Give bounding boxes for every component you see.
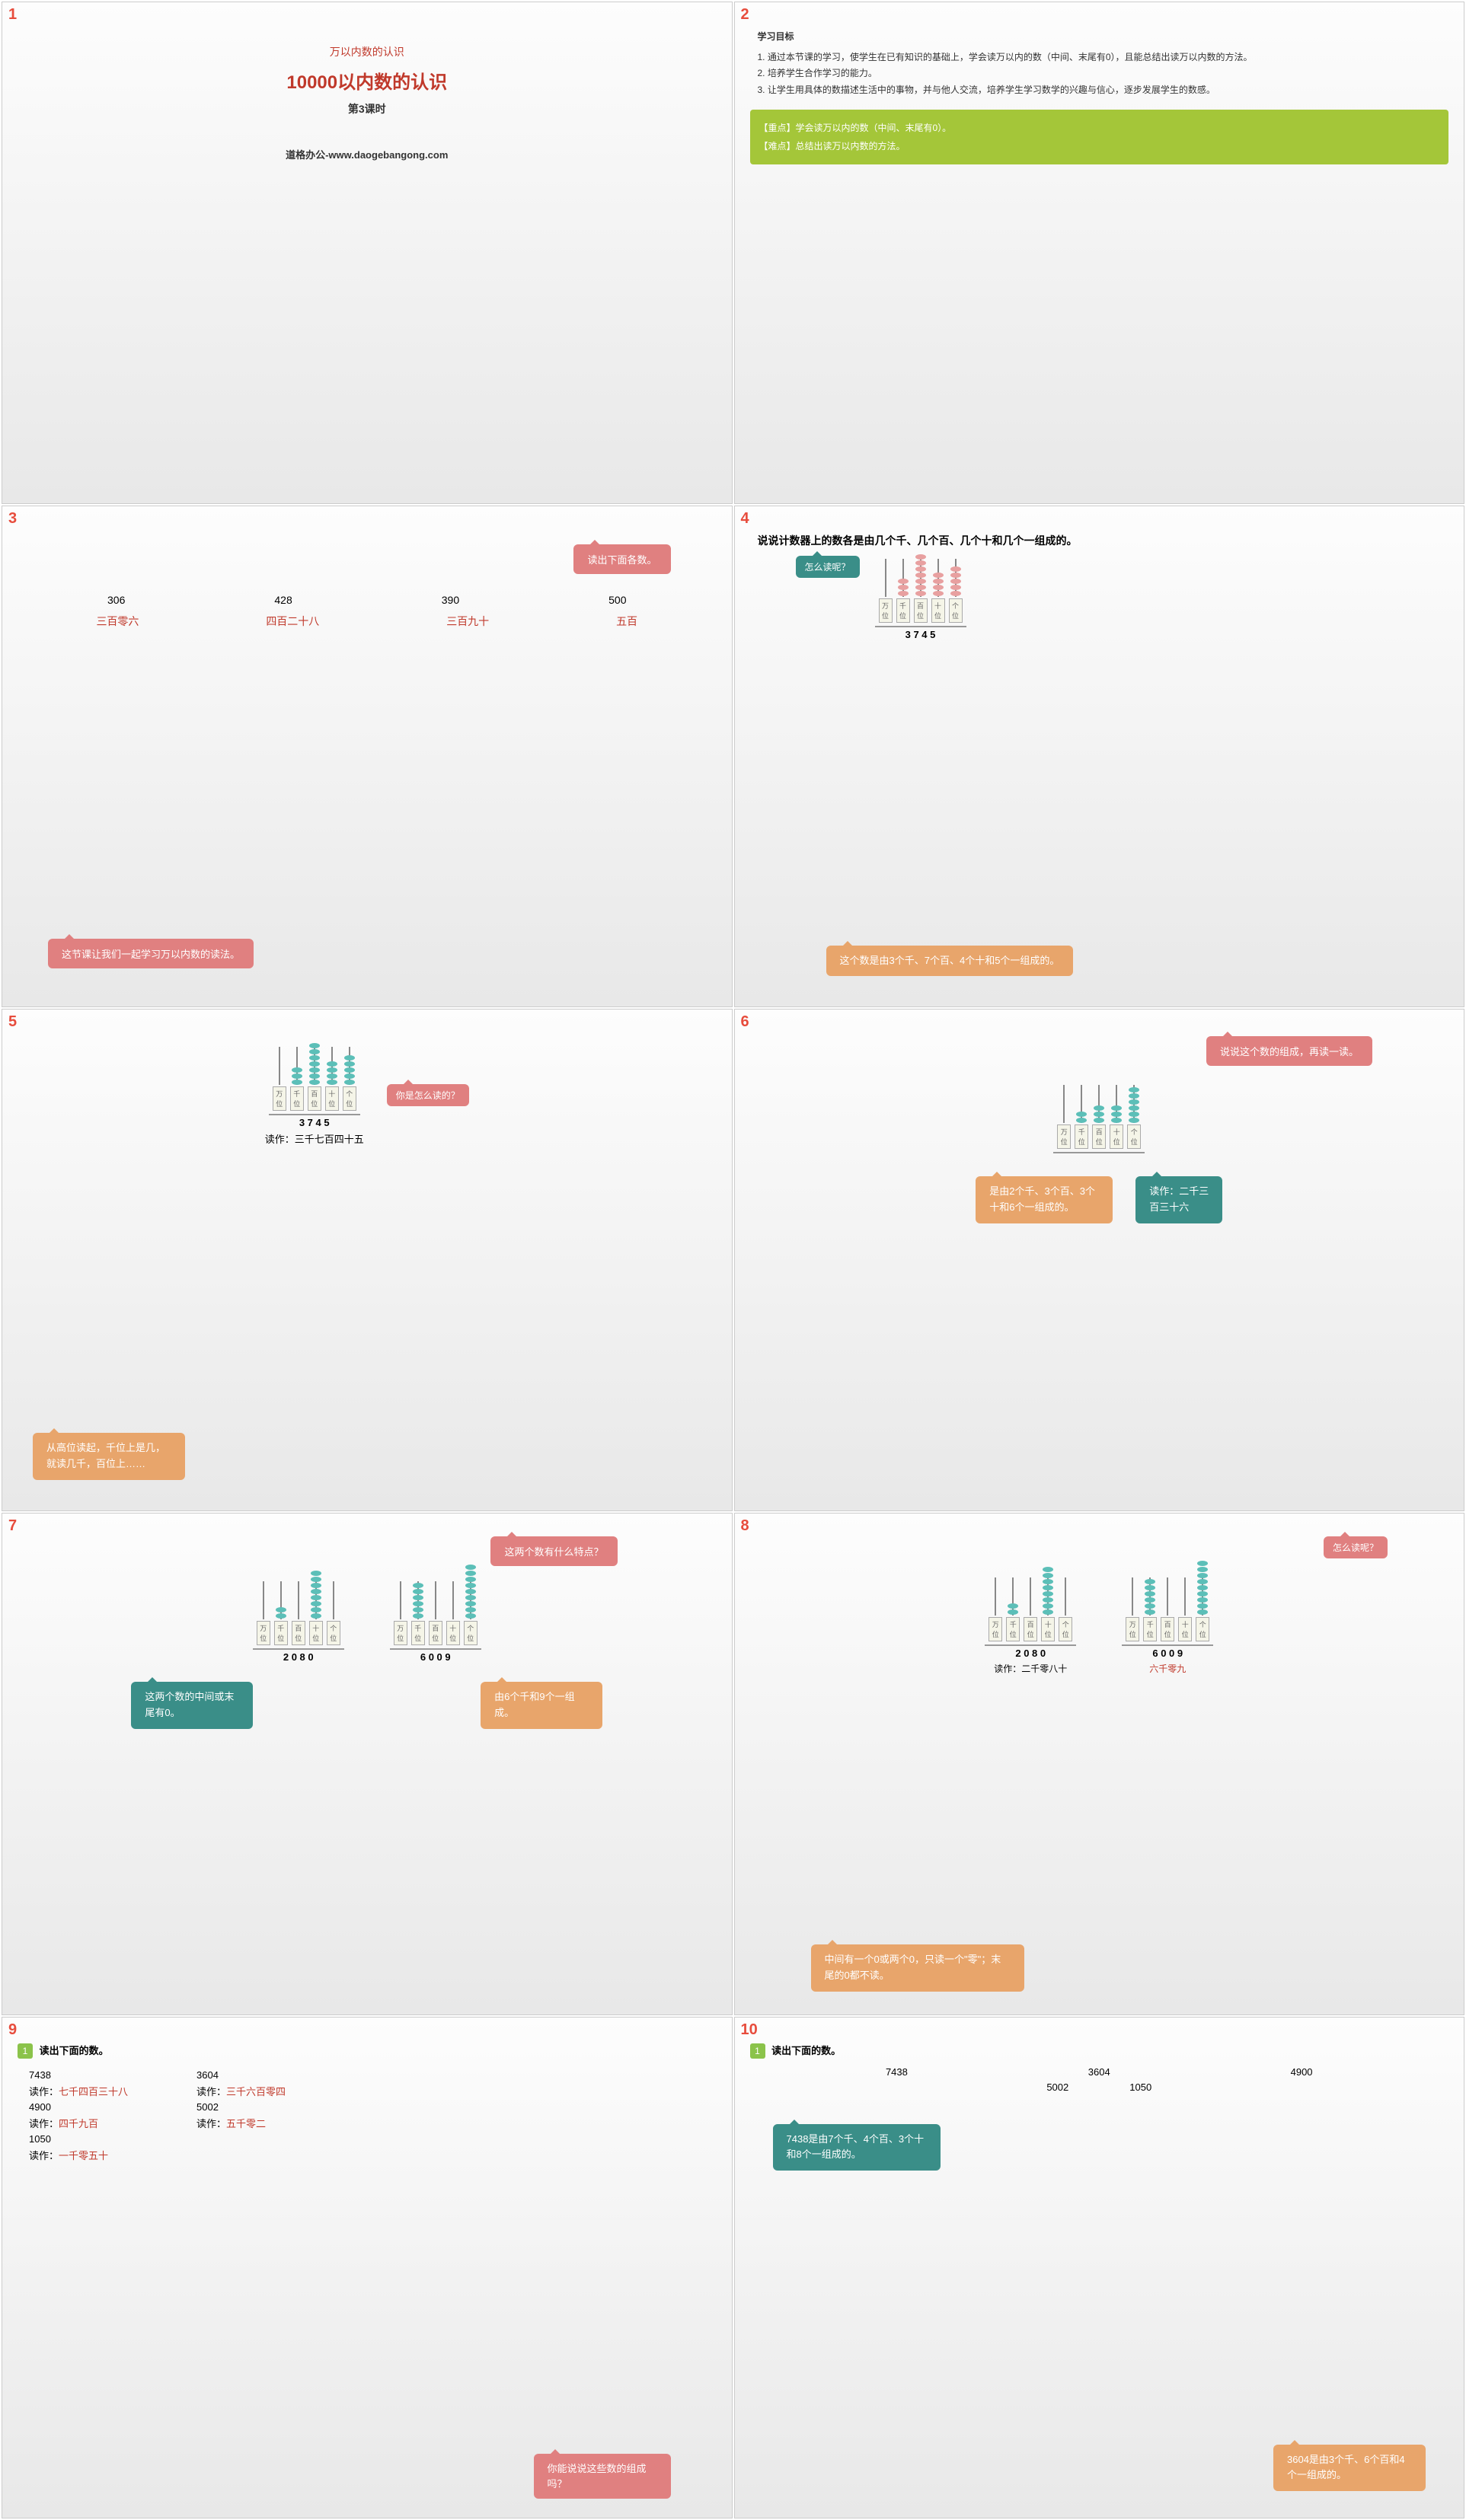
reading-3: 三百九十	[446, 614, 489, 629]
abacus-1-digits: 2 0 8 0	[985, 1648, 1076, 1659]
num-1: 7438	[886, 2066, 908, 2078]
read-4900: 四千九百	[59, 2118, 98, 2129]
composition-bubble: 由6个千和9个一组成。	[481, 1682, 602, 1729]
feature-bubble: 这两个数的中间或末尾有0。	[131, 1682, 253, 1729]
slide-number: 1	[8, 6, 17, 24]
slide-number: 4	[741, 510, 749, 528]
reading-1-text: 二千零八十	[1021, 1664, 1067, 1674]
question-title: 读出下面的数。	[40, 2045, 109, 2056]
slide-number: 10	[741, 2021, 758, 2039]
number-4: 500	[608, 594, 626, 606]
slide-number: 5	[8, 1013, 17, 1031]
num-3: 4900	[1291, 2066, 1313, 2078]
composition-bubble-2: 3604是由3个千、6个百和4个一组成的。	[1273, 2445, 1426, 2492]
slide-1: 1 万以内数的认识 10000以内数的认识 第3课时 道格办公-www.daog…	[2, 2, 733, 504]
composition-bubble-1: 7438是由7个千、4个百、3个十和8个一组成的。	[773, 2124, 941, 2171]
question-bubble: 读出下面各数。	[573, 544, 670, 574]
question-title: 说说计数器上的数各是由几个千、几个百、几个十和几个一组成的。	[758, 533, 1442, 548]
slide-8: 8 怎么读呢？ 万位千位百位十位个位 2 0 8 0 读作：二千零八十 万位千位…	[734, 1513, 1465, 2015]
slide-10: 10 1 读出下面的数。 7438 3604 4900 5002 1050 74…	[734, 2017, 1465, 2519]
abacus-container: 万位千位百位十位个位 3 7 4 5 读作：三千七百四十五	[265, 1044, 364, 1146]
slide-number: 3	[8, 510, 17, 528]
abacus-digits: 3 7 4 5	[875, 629, 966, 640]
read-3604: 三千六百零四	[226, 2086, 286, 2097]
key-points-box: 【重点】学会读万以内的数（中间、末尾有0）。 【难点】总结出读万以内数的方法。	[750, 110, 1449, 164]
objective-1: 1. 通过本节课的学习，使学生在已有知识的基础上，学会读万以内的数（中间、末尾有…	[758, 49, 1442, 66]
question-bubble: 说说这个数的组成，再读一读。	[1206, 1036, 1372, 1066]
method-bubble: 从高位读起，千位上是几，就读几千，百位上……	[33, 1433, 185, 1480]
read-1050: 一千零五十	[59, 2150, 108, 2161]
slide-number: 8	[741, 1517, 749, 1535]
how-read-bubble: 你是怎么读的？	[387, 1084, 469, 1106]
abacus-1-container: 万位千位百位十位个位 2 0 8 0	[253, 1578, 344, 1663]
slide-grid: 1 万以内数的认识 10000以内数的认识 第3课时 道格办公-www.daog…	[0, 0, 1466, 2520]
main-title: 10000以内数的认识	[18, 67, 717, 94]
abacus-1-container: 万位千位百位十位个位 2 0 8 0 读作：二千零八十	[985, 1574, 1076, 1675]
num-5: 1050	[1129, 2081, 1151, 2093]
composition-bubble: 是由2个千、3个百、3个十和6个一组成的。	[976, 1176, 1113, 1223]
question-title: 读出下面的数。	[771, 2045, 841, 2056]
question-bubble: 这两个数有什么特点？	[490, 1536, 617, 1566]
num-7438: 7438	[29, 2069, 166, 2081]
num-1050: 1050	[29, 2133, 166, 2145]
how-read-bubble: 怎么读呢？	[796, 556, 860, 578]
key-point-1: 【重点】学会读万以内的数（中间、末尾有0）。	[759, 119, 1440, 137]
abacus-2-digits: 6 0 0 9	[390, 1651, 481, 1663]
reading-4: 五百	[616, 614, 637, 629]
objectives-heading: 学习目标	[758, 29, 1442, 46]
rule-bubble: 中间有一个0或两个0，只读一个"零"；末尾的0都不读。	[811, 1944, 1024, 1992]
reading-label: 读作：	[265, 1134, 295, 1145]
objective-2: 2. 培养学生合作学习的能力。	[758, 65, 1442, 82]
num-4: 5002	[1046, 2081, 1068, 2093]
question-badge: 1	[18, 2043, 33, 2059]
abacus-container: 万位千位百位十位个位	[750, 1082, 1449, 1153]
slide-2: 2 学习目标 1. 通过本节课的学习，使学生在已有知识的基础上，学会读万以内的数…	[734, 2, 1465, 504]
abacus-2-digits: 6 0 0 9	[1122, 1648, 1213, 1659]
slide-5: 5 万位千位百位十位个位 3 7 4 5 读作：三千七百四十五 你是怎么读的？ …	[2, 1009, 733, 1511]
abacus-2-container: 万位千位百位十位个位 6 0 0 9	[390, 1578, 481, 1663]
reading-bubble: 读作：二千三 百三十六	[1135, 1176, 1222, 1223]
slide-number: 7	[8, 1517, 17, 1535]
num-2: 3604	[1088, 2066, 1110, 2078]
reading-1-label: 读作：	[994, 1664, 1021, 1674]
num-5002: 5002	[196, 2101, 334, 2113]
abacus-container: 万位千位百位十位个位 3 7 4 5	[875, 556, 966, 640]
footer-text: 道格办公-www.daogebangong.com	[18, 147, 717, 161]
objective-3: 3. 让学生用具体的数描述生活中的事物，并与他人交流，培养学生学习数学的兴趣与信…	[758, 82, 1442, 99]
lesson-label: 第3课时	[18, 101, 717, 116]
how-read-bubble: 怎么读呢？	[1324, 1536, 1388, 1558]
number-3: 390	[442, 594, 459, 606]
num-3604: 3604	[196, 2069, 334, 2081]
reading-2: 四百二十八	[266, 614, 319, 629]
read-5002: 五千零二	[226, 2118, 266, 2129]
slide-6: 6 说说这个数的组成，再读一读。 万位千位百位十位个位 是由2个千、3个百、3个…	[734, 1009, 1465, 1511]
question-badge: 1	[750, 2043, 765, 2059]
reading-2-text: 六千零九	[1122, 1662, 1213, 1675]
intro-bubble: 这节课让我们一起学习万以内数的读法。	[48, 939, 254, 968]
abacus-2-container: 万位千位百位十位个位 6 0 0 9 六千零九	[1122, 1574, 1213, 1675]
slide-9: 9 1 读出下面的数。 7438 读作：七千四百三十八 4900 读作：四千九百…	[2, 2017, 733, 2519]
question-bubble: 你能说说这些数的组成吗？	[534, 2454, 671, 2499]
slide-number: 6	[741, 1013, 749, 1031]
slide-number: 9	[8, 2021, 17, 2039]
number-1: 306	[107, 594, 125, 606]
num-4900: 4900	[29, 2101, 166, 2113]
slide-4: 4 说说计数器上的数各是由几个千、几个百、几个十和几个一组成的。 怎么读呢？ 万…	[734, 506, 1465, 1008]
key-point-2: 【难点】总结出读万以内数的方法。	[759, 137, 1440, 155]
subtitle: 万以内数的认识	[18, 44, 717, 59]
slide-3: 3 读出下面各数。 306 428 390 500 三百零六 四百二十八 三百九…	[2, 506, 733, 1008]
read-7438: 七千四百三十八	[59, 2086, 128, 2097]
answer-bubble: 这个数是由3个千、7个百、4个十和5个一组成的。	[826, 946, 1074, 977]
slide-number: 2	[741, 6, 749, 24]
reading-1: 三百零六	[96, 614, 139, 629]
abacus-digits: 3 7 4 5	[265, 1117, 364, 1128]
reading-text: 三千七百四十五	[295, 1134, 364, 1145]
slide-7: 7 这两个数有什么特点？ 万位千位百位十位个位 2 0 8 0 万位千位百位十位…	[2, 1513, 733, 2015]
abacus-1-digits: 2 0 8 0	[253, 1651, 344, 1663]
number-2: 428	[274, 594, 292, 606]
